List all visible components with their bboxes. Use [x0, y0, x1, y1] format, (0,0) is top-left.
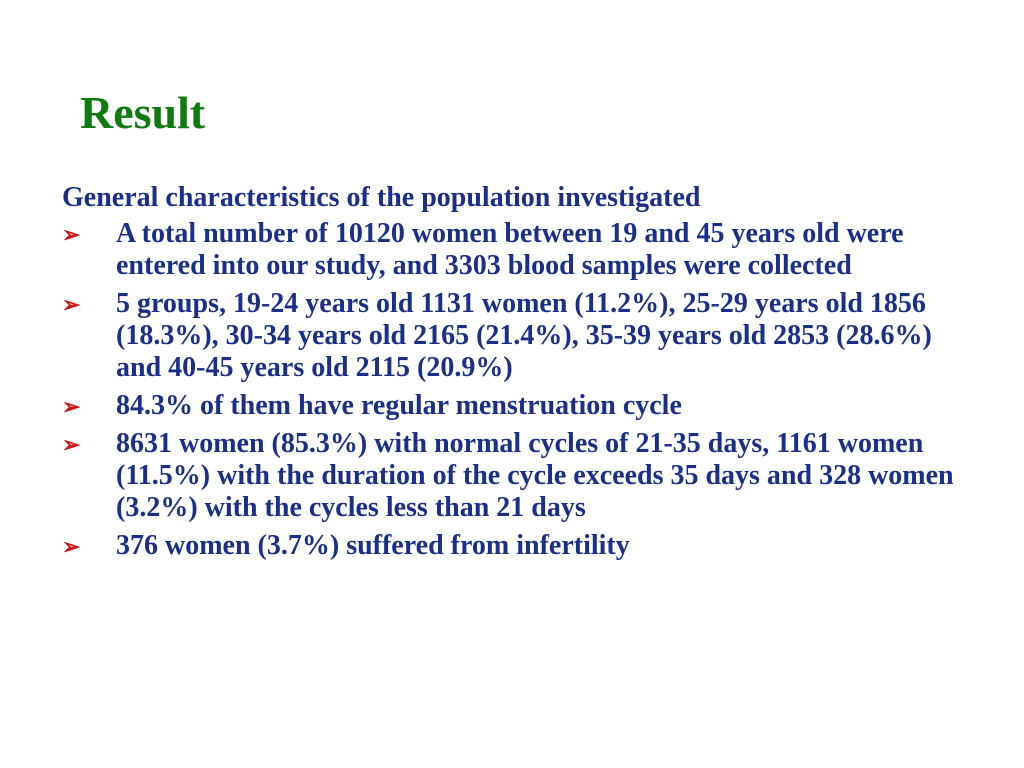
- bullet-text: 84.3% of them have regular menstruation …: [116, 390, 682, 421]
- slide-content: General characteristics of the populatio…: [62, 180, 962, 568]
- bullet-item: ➢ 8631 women (85.3%) with normal cycles …: [62, 428, 962, 524]
- slide-title: Result: [80, 87, 206, 138]
- arrow-bullet-icon: ➢: [62, 534, 81, 559]
- arrow-bullet-icon: ➢: [62, 432, 81, 457]
- bullet-item: ➢ 376 women (3.7%) suffered from inferti…: [62, 530, 962, 562]
- bullet-item: ➢ 5 groups, 19-24 years old 1131 women (…: [62, 288, 962, 384]
- bullet-text: 376 women (3.7%) suffered from infertili…: [116, 530, 630, 561]
- bullet-text: 5 groups, 19-24 years old 1131 women (11…: [116, 288, 932, 383]
- arrow-bullet-icon: ➢: [62, 292, 81, 317]
- section-subheading: General characteristics of the populatio…: [62, 182, 701, 213]
- bullet-item: ➢ A total number of 10120 women between …: [62, 218, 962, 282]
- bullet-item: ➢ 84.3% of them have regular menstruatio…: [62, 390, 962, 422]
- arrow-bullet-icon: ➢: [62, 222, 81, 247]
- bullet-list: ➢ A total number of 10120 women between …: [62, 218, 962, 562]
- arrow-bullet-icon: ➢: [62, 394, 81, 419]
- bullet-text: 8631 women (85.3%) with normal cycles of…: [116, 428, 954, 523]
- bullet-text: A total number of 10120 women between 19…: [116, 218, 904, 281]
